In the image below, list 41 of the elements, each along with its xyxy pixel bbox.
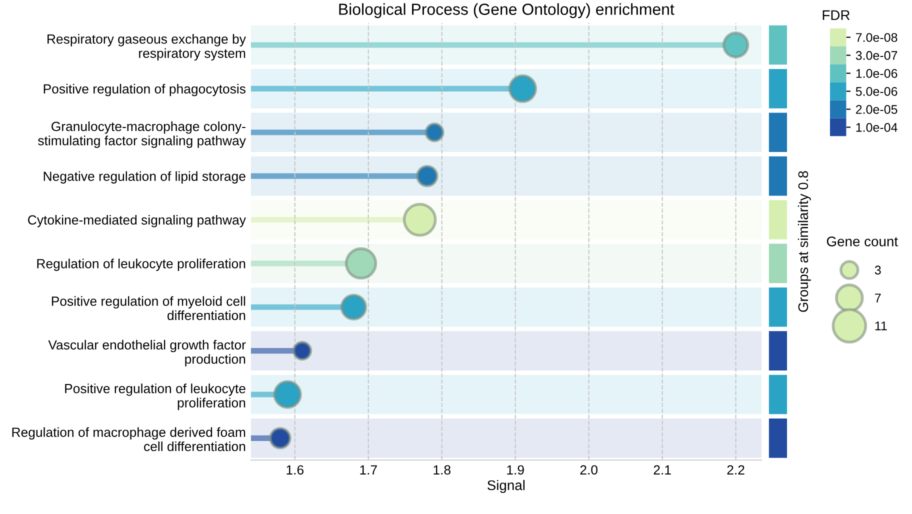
y-tick-label: Regulation of macrophage derived foam cell differentiation [12, 427, 246, 452]
point [508, 74, 538, 104]
x-tick-label: 1.6 [286, 465, 304, 475]
y-tick-label: Vascular endothelial growth factor production [48, 340, 246, 366]
x-tick-label: 1.7 [360, 465, 377, 474]
y-tick-label: Negative regulation of lipid storage [44, 171, 246, 184]
point [268, 426, 292, 450]
y-tick-label: Regulation of leukocyte proliferation [37, 258, 246, 271]
legend-label: 3.0e-07 [856, 51, 898, 60]
x-tick-label: 2.1 [654, 465, 671, 474]
text: Gene count [826, 236, 898, 246]
legend-label: 7.0e-08 [856, 33, 898, 42]
y-tick-label: Cytokine-mediated signaling pathway [28, 214, 246, 228]
legend-label: 11 [875, 322, 887, 330]
legend-label: 1.0e-04 [856, 123, 898, 132]
y-tick-label: Positive regulation of phagocytosis [44, 84, 246, 96]
point [292, 340, 312, 361]
x-axis-title: Signal [487, 480, 525, 493]
point [273, 380, 302, 409]
legend-title: FDR [822, 10, 850, 20]
point [344, 247, 378, 280]
x-tick-label: 1.8 [434, 465, 450, 475]
point [402, 202, 437, 237]
legend-label: 7 [875, 294, 881, 302]
point [424, 122, 444, 142]
point [340, 294, 368, 321]
y-tick-label: Positive regulation of myeloid cell differentiation [52, 296, 246, 320]
x-tick-label: 2.2 [727, 465, 744, 474]
x-tick-label: 1.9 [507, 465, 524, 475]
x-tick-label: 2.0 [580, 465, 598, 475]
y-tick-label: Granulocyte-macrophage colony- stimulating factor signaling pathway [38, 121, 246, 148]
legend-label: 5.0e-06 [856, 87, 898, 96]
chart-title: Biological Process (Gene Ontology) enrichment [339, 3, 674, 18]
point [722, 32, 750, 58]
legend-label: 2.0e-05 [856, 105, 898, 114]
y-tick-label: Positive regulation of leukocyte proliferation [65, 384, 246, 410]
y-tick-label: Respiratory gaseous exchange by respiratory system [48, 34, 246, 61]
point [416, 164, 438, 188]
legend-label: 1.0e-06 [856, 69, 898, 78]
y2-axis-title: Groups at similarity 0.8 [798, 171, 811, 312]
legend-label: 3 [874, 266, 881, 275]
